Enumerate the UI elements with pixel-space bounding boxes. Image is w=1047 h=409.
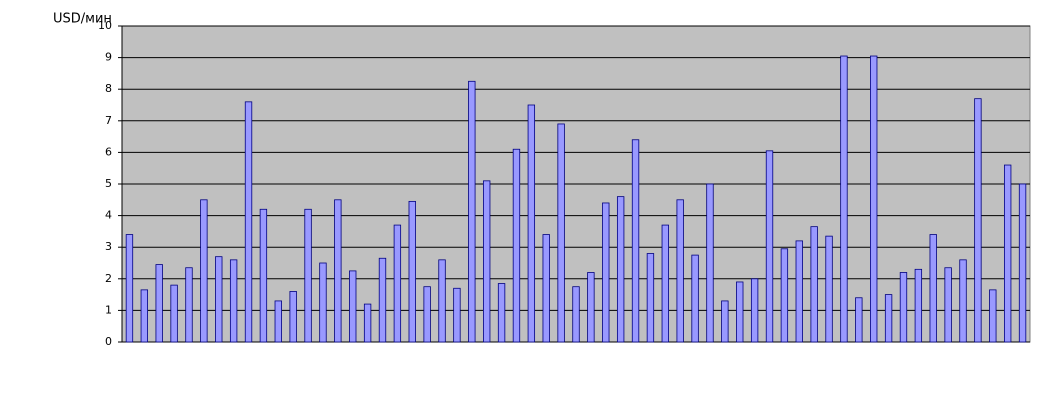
bar (914, 268, 923, 343)
y-tick-label: 1 (105, 303, 112, 316)
bar (646, 253, 655, 343)
bar (750, 278, 759, 343)
bar (527, 104, 536, 343)
bar (944, 267, 952, 343)
chart-title: USD/мин (53, 12, 112, 27)
y-tick-label: 5 (105, 177, 112, 190)
bar (884, 294, 893, 343)
y-tick-label: 4 (105, 209, 112, 222)
bar (453, 287, 461, 343)
bar (483, 180, 491, 343)
bar (736, 281, 744, 343)
bar (661, 224, 669, 343)
bar (423, 286, 431, 343)
bar (289, 291, 297, 343)
bar (616, 196, 625, 343)
bar (929, 234, 937, 343)
bar (780, 248, 789, 343)
y-tick-label: 2 (105, 272, 112, 285)
bar (334, 199, 342, 343)
bar (393, 224, 402, 343)
bar (438, 259, 446, 343)
bar (840, 55, 848, 343)
bar (795, 240, 803, 343)
y-tick-label: 0 (105, 335, 112, 348)
bar (170, 284, 178, 343)
bar (408, 200, 416, 343)
bar (304, 208, 312, 343)
bar (587, 272, 595, 343)
bar (319, 262, 327, 343)
bar (215, 256, 223, 343)
bar (810, 226, 818, 343)
bar (140, 289, 149, 343)
bar (631, 139, 640, 343)
bar (557, 123, 565, 343)
y-tick-label: 8 (105, 82, 112, 95)
bar (259, 208, 268, 343)
bar (200, 199, 208, 343)
bar (870, 55, 878, 343)
bar (989, 289, 997, 343)
bar (974, 98, 982, 343)
bar (497, 283, 506, 343)
bar (512, 148, 521, 343)
bar (125, 234, 134, 343)
bar (185, 267, 193, 343)
bar (572, 286, 580, 343)
bar (602, 202, 610, 343)
y-tick-label: 9 (105, 51, 112, 64)
bar (274, 300, 282, 343)
bar (691, 254, 699, 343)
bar (765, 150, 774, 343)
bar (706, 183, 714, 343)
bar (363, 303, 372, 343)
bar (899, 272, 908, 343)
y-tick-label: 6 (105, 145, 112, 158)
bar (855, 297, 863, 343)
bar (959, 259, 967, 343)
y-tick-label: 10 (98, 19, 112, 32)
bar (825, 235, 833, 343)
bar (155, 264, 163, 343)
y-tick-label: 3 (105, 240, 112, 253)
bar (349, 270, 357, 343)
bar (378, 257, 387, 343)
bar (468, 80, 476, 343)
bar (1018, 183, 1027, 343)
bar (229, 259, 238, 343)
bar (244, 101, 253, 343)
y-tick-label: 7 (105, 114, 112, 127)
bar (676, 199, 684, 343)
bar (1003, 164, 1012, 343)
bar (721, 300, 729, 343)
bar (542, 234, 550, 343)
